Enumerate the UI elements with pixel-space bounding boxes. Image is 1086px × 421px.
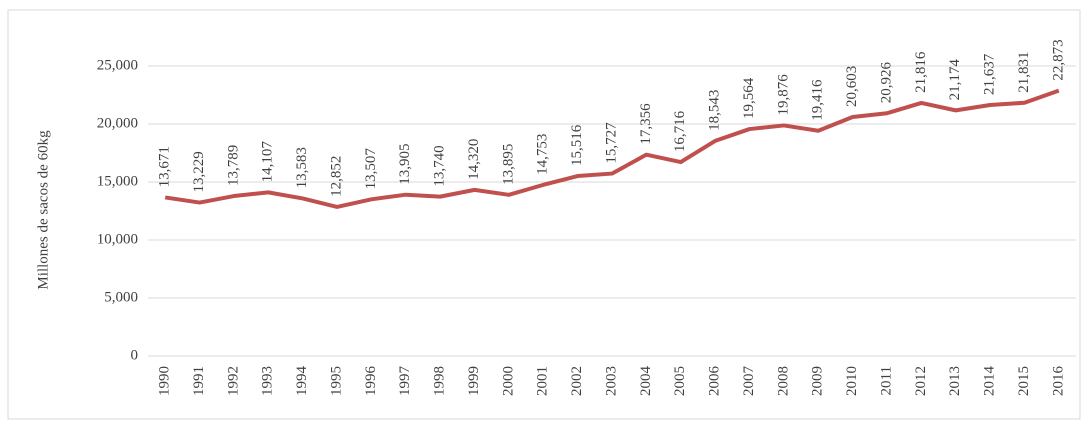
y-tick-label: 15,000 xyxy=(97,173,138,189)
x-tick-label: 1996 xyxy=(363,366,379,397)
data-label: 13,895 xyxy=(500,144,516,185)
data-label: 17,356 xyxy=(638,103,654,145)
data-label: 19,876 xyxy=(775,74,791,116)
data-label: 15,516 xyxy=(569,124,585,166)
x-tick-label: 2006 xyxy=(707,366,723,397)
x-tick-label: 2016 xyxy=(1050,366,1066,397)
chart-frame xyxy=(7,9,1081,420)
data-label: 22,873 xyxy=(1050,39,1066,80)
data-label: 18,543 xyxy=(707,90,723,131)
y-tick-label: 0 xyxy=(131,347,139,363)
data-label: 13,740 xyxy=(432,145,448,186)
data-label: 19,416 xyxy=(810,79,826,121)
x-tick-label: 2000 xyxy=(500,366,516,396)
data-label: 21,831 xyxy=(1016,52,1032,93)
data-label: 12,852 xyxy=(328,156,344,197)
x-tick-label: 2008 xyxy=(775,366,791,396)
x-tick-label: 1995 xyxy=(328,366,344,396)
x-tick-label: 1992 xyxy=(225,366,241,396)
x-tick-label: 2004 xyxy=(638,366,654,397)
x-tick-label: 2015 xyxy=(1016,366,1032,396)
x-tick-label: 1990 xyxy=(157,366,173,396)
x-tick-label: 2003 xyxy=(603,366,619,396)
x-tick-label: 1999 xyxy=(466,366,482,396)
x-tick-label: 2002 xyxy=(569,366,585,396)
data-label: 14,753 xyxy=(535,134,551,175)
x-tick-label: 2011 xyxy=(878,366,894,395)
data-label: 13,671 xyxy=(157,146,173,187)
x-tick-label: 2005 xyxy=(672,366,688,396)
y-tick-label: 5,000 xyxy=(104,289,138,305)
data-label: 13,905 xyxy=(397,143,413,184)
y-tick-label: 20,000 xyxy=(97,115,138,131)
x-tick-label: 2010 xyxy=(844,366,860,396)
data-line xyxy=(164,88,1060,209)
data-label: 20,926 xyxy=(878,62,894,104)
y-axis-label: Millones de sacos de 60kg xyxy=(35,130,51,290)
y-tick-label: 10,000 xyxy=(97,231,138,247)
data-label: 13,583 xyxy=(294,147,310,188)
y-tick-label: 25,000 xyxy=(97,57,138,73)
x-tick-label: 2009 xyxy=(810,366,826,396)
data-label: 21,174 xyxy=(947,59,963,101)
x-tick-label: 2007 xyxy=(741,366,757,397)
data-label: 21,637 xyxy=(982,53,998,95)
x-tick-label: 2013 xyxy=(947,366,963,396)
x-tick-label: 2012 xyxy=(913,366,929,396)
x-tick-label: 1998 xyxy=(432,366,448,396)
x-tick-label: 2001 xyxy=(535,366,551,396)
data-label: 14,320 xyxy=(466,139,482,180)
data-label: 20,603 xyxy=(844,66,860,107)
x-tick-label: 2014 xyxy=(982,366,998,397)
x-tick-label: 1994 xyxy=(294,366,310,397)
x-tick-label: 1997 xyxy=(397,366,413,397)
data-label: 13,507 xyxy=(363,148,379,190)
data-label: 21,816 xyxy=(913,51,929,93)
data-label: 16,716 xyxy=(672,110,688,152)
data-label: 15,727 xyxy=(603,122,619,164)
data-label: 13,789 xyxy=(225,145,241,186)
data-label: 19,564 xyxy=(741,77,757,119)
x-tick-label: 1993 xyxy=(260,366,276,396)
x-tick-label: 1991 xyxy=(191,366,207,396)
data-label: 14,107 xyxy=(260,141,276,183)
data-label: 13,229 xyxy=(191,151,207,192)
